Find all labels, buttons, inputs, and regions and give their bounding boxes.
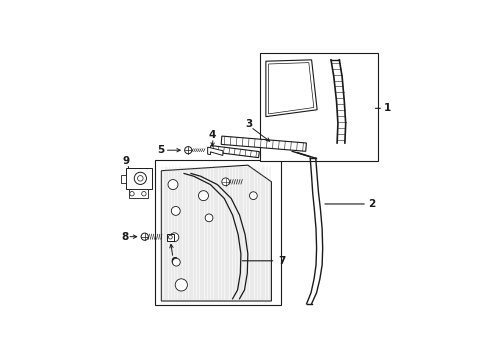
Polygon shape bbox=[265, 60, 317, 117]
Text: 8: 8 bbox=[122, 232, 129, 242]
Bar bbox=[166, 234, 173, 240]
Circle shape bbox=[171, 207, 180, 215]
Circle shape bbox=[222, 178, 229, 186]
Bar bbox=[125, 168, 152, 189]
Circle shape bbox=[137, 176, 143, 181]
Bar bbox=[155, 159, 281, 305]
Circle shape bbox=[249, 192, 257, 199]
Circle shape bbox=[184, 147, 191, 154]
Bar bbox=[260, 53, 377, 161]
Polygon shape bbox=[161, 165, 271, 301]
Circle shape bbox=[141, 233, 148, 240]
Polygon shape bbox=[221, 136, 306, 151]
Circle shape bbox=[168, 235, 172, 239]
Text: 3: 3 bbox=[245, 118, 252, 129]
Circle shape bbox=[142, 192, 146, 196]
Circle shape bbox=[175, 279, 187, 291]
Circle shape bbox=[198, 191, 208, 201]
Text: 7: 7 bbox=[277, 256, 285, 266]
Text: 6: 6 bbox=[170, 257, 178, 267]
Text: 2: 2 bbox=[367, 199, 375, 209]
Circle shape bbox=[170, 233, 179, 242]
Circle shape bbox=[129, 192, 134, 196]
Text: 1: 1 bbox=[384, 103, 391, 113]
Polygon shape bbox=[268, 63, 313, 114]
Circle shape bbox=[205, 214, 212, 222]
Circle shape bbox=[168, 180, 178, 190]
Circle shape bbox=[134, 172, 146, 184]
Polygon shape bbox=[207, 147, 223, 156]
Bar bbox=[121, 175, 126, 183]
Text: 9: 9 bbox=[122, 156, 130, 166]
Bar bbox=[128, 189, 148, 198]
Circle shape bbox=[172, 258, 180, 266]
Text: 5: 5 bbox=[157, 145, 164, 155]
Polygon shape bbox=[210, 145, 259, 158]
Text: 4: 4 bbox=[208, 130, 216, 140]
